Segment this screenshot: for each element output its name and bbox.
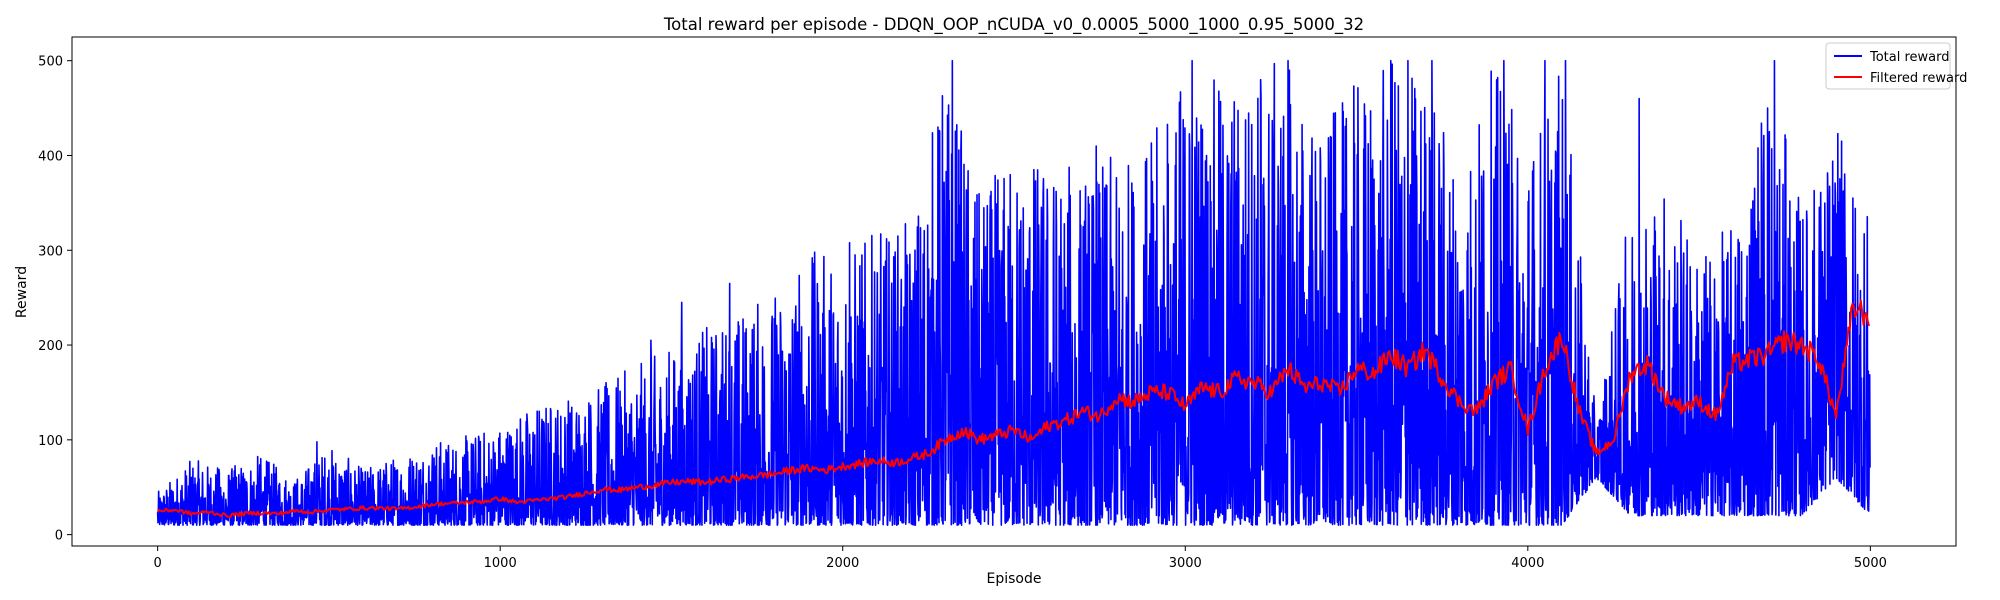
legend-label: Total reward <box>1869 50 1950 65</box>
x-axis-label: Episode <box>987 571 1042 587</box>
y-tick-label: 0 <box>55 529 63 544</box>
series-line-total-reward <box>156 59 1871 526</box>
x-axis: 0 1000 2000 3000 4000 5000 <box>153 546 1887 571</box>
plot-area <box>71 36 1957 547</box>
y-tick-label: 100 <box>38 434 63 449</box>
y-axis: 0 100 200 300 400 500 <box>38 55 72 544</box>
y-axis-label: Reward <box>14 266 30 318</box>
plot-frame <box>71 36 1957 547</box>
chart-title: Total reward per episode - DDQN_OOP_nCUD… <box>663 15 1364 35</box>
legend-label: Filtered reward <box>1870 71 1967 86</box>
y-tick-label: 500 <box>38 55 63 70</box>
x-tick-label: 3000 <box>1169 556 1202 571</box>
legend: Total reward Filtered reward <box>1825 42 1967 90</box>
x-tick-label: 5000 <box>1854 556 1887 571</box>
x-tick-label: 2000 <box>826 556 859 571</box>
y-tick-label: 300 <box>38 244 63 259</box>
y-tick-label: 400 <box>38 149 63 164</box>
x-tick-label: 4000 <box>1511 556 1544 571</box>
series-line-filtered-reward <box>156 299 1870 518</box>
x-tick-label: 1000 <box>484 556 517 571</box>
x-tick-label: 0 <box>153 556 161 571</box>
y-tick-label: 200 <box>38 339 63 354</box>
